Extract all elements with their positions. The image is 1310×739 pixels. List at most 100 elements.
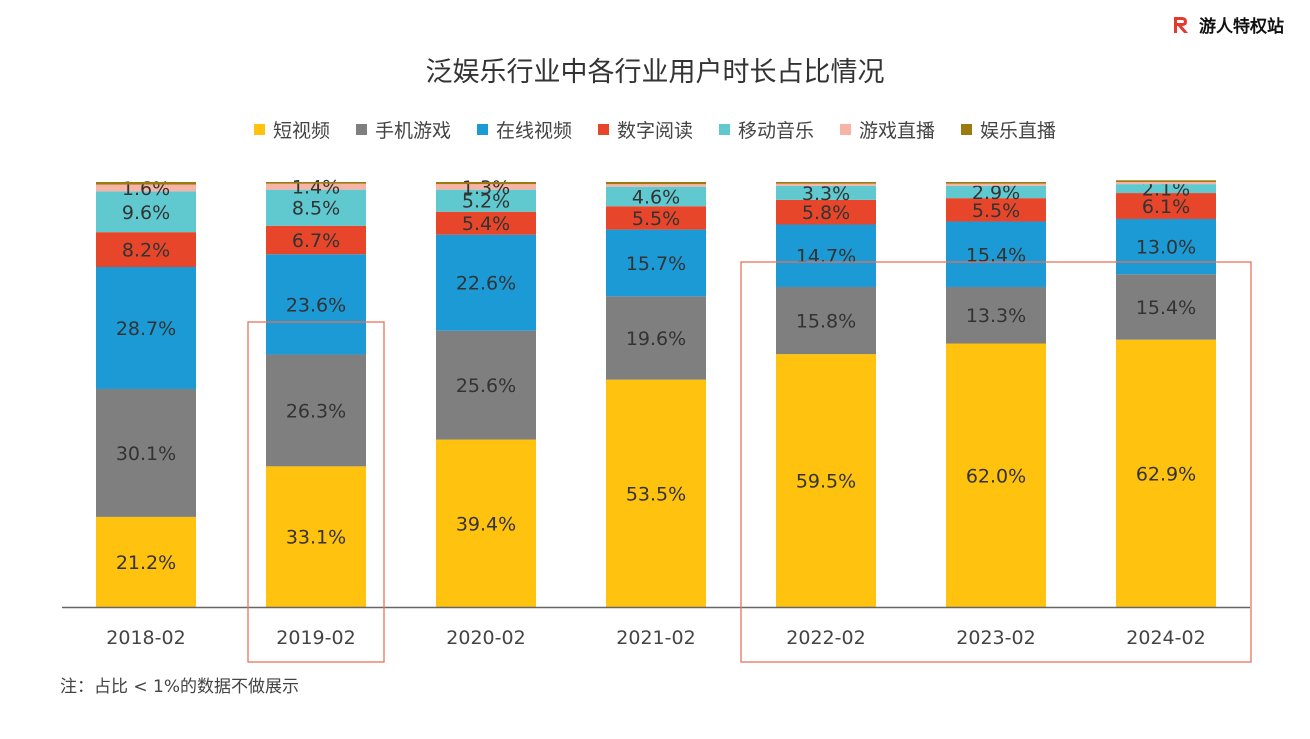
data-label: 15.8% — [796, 311, 856, 333]
legend-item: 游戏直播 — [840, 116, 935, 143]
bar-segment — [776, 199, 876, 225]
legend-swatch — [719, 124, 730, 135]
data-label: 15.4% — [966, 244, 1026, 266]
bar-segment — [96, 388, 196, 517]
bar-segment — [266, 225, 366, 255]
bar-segment — [606, 229, 706, 297]
legend-label: 在线视频 — [495, 120, 572, 142]
legend-item: 数字阅读 — [597, 116, 693, 143]
bar-segment — [946, 183, 1046, 186]
bar-segment — [266, 466, 366, 607]
bar-segment — [266, 354, 366, 467]
bar-segment — [1116, 193, 1216, 219]
bar-segment — [1116, 218, 1216, 275]
bar-segment — [96, 267, 196, 389]
data-label: 13.3% — [966, 305, 1026, 327]
data-label: 25.6% — [456, 375, 516, 397]
data-label: 13.0% — [1136, 237, 1196, 259]
bar-segment — [946, 182, 1046, 184]
data-label: 15.7% — [626, 253, 686, 275]
legend-label: 手机游戏 — [374, 120, 451, 142]
legend-item: 在线视频 — [476, 116, 572, 143]
bar-segment — [436, 234, 536, 331]
bar-segment — [776, 182, 876, 184]
bar-segment — [1116, 184, 1216, 194]
data-label: 8.2% — [122, 240, 170, 262]
bar-segment — [776, 224, 876, 287]
legend-swatch — [840, 124, 852, 135]
bar-segment — [606, 379, 706, 607]
bar-segment — [266, 182, 366, 184]
bar-segment — [96, 516, 196, 607]
bar-segment — [436, 330, 536, 440]
bar-segment — [606, 186, 706, 207]
data-label: 3.3% — [802, 183, 850, 205]
bar-segment — [606, 296, 706, 380]
data-label: 22.6% — [456, 273, 516, 295]
data-label: 6.1% — [1142, 196, 1190, 218]
highlight-box — [740, 261, 1252, 663]
data-label: 19.6% — [626, 328, 686, 350]
data-label: 14.7% — [796, 246, 856, 268]
legend: 短视频 手机游戏 在线视频 数字阅读 移动音乐 游戏直播 娱乐直播 — [0, 116, 1310, 143]
bar-segment — [96, 184, 196, 192]
bar-segment — [1116, 182, 1216, 185]
chart-title: 泛娱乐行业中各行业用户时长占比情况 — [425, 57, 885, 88]
bar-segment — [436, 184, 536, 190]
brand-name: 游人特权站 — [1199, 17, 1284, 37]
data-label: 62.0% — [966, 465, 1026, 487]
bar-segment — [776, 354, 876, 607]
chart-note: 注：占比 < 1%的数据不做展示 — [60, 677, 300, 697]
data-label: 5.5% — [972, 200, 1020, 222]
r-logo-icon — [1174, 16, 1188, 33]
data-label: 6.7% — [292, 230, 340, 252]
bar-segment — [436, 439, 536, 607]
legend-label: 数字阅读 — [616, 120, 693, 142]
legend-item: 手机游戏 — [355, 116, 451, 143]
data-label: 59.5% — [796, 471, 856, 493]
bar-segment — [776, 185, 876, 200]
data-label: 5.5% — [632, 208, 680, 230]
bar-segment — [436, 189, 536, 212]
bar-segment — [946, 343, 1046, 607]
bar-segment — [266, 189, 366, 226]
legend-item: 移动音乐 — [719, 116, 814, 143]
data-label: 30.1% — [116, 443, 176, 465]
data-label: 39.4% — [456, 513, 516, 535]
legend-label: 游戏直播 — [859, 120, 936, 142]
bar-segment — [96, 182, 196, 185]
data-label: 26.3% — [286, 400, 346, 422]
bar-segment — [946, 286, 1046, 344]
brand: 游人特权站 — [1171, 12, 1284, 37]
data-label: 62.9% — [1136, 463, 1196, 485]
legend-swatch — [597, 124, 609, 135]
bar-segment — [436, 211, 536, 235]
bar-segment — [946, 221, 1046, 287]
bar-segment — [96, 232, 196, 267]
data-label: 1.4% — [292, 177, 340, 199]
data-label: 21.2% — [116, 552, 176, 574]
bar-segment — [1116, 274, 1216, 340]
legend-label: 移动音乐 — [738, 120, 815, 142]
x-tick-label: 2022-02 — [786, 627, 865, 649]
bar-segment — [436, 182, 536, 185]
x-tick-label: 2020-02 — [446, 627, 525, 649]
data-label: 53.5% — [626, 483, 686, 505]
bar-segment — [946, 185, 1046, 199]
data-label: 1.3% — [462, 177, 510, 199]
legend-label: 短视频 — [272, 120, 330, 142]
legend-swatch — [476, 124, 488, 135]
legend-swatch — [253, 124, 265, 135]
bar-segment — [1116, 339, 1216, 607]
data-label: 33.1% — [286, 527, 346, 549]
data-label: 9.6% — [122, 202, 170, 224]
x-tick-label: 2019-02 — [276, 627, 355, 649]
data-label: 5.2% — [462, 191, 510, 213]
legend-item: 娱乐直播 — [961, 116, 1056, 143]
data-label: 5.4% — [462, 213, 510, 235]
bar-segment — [1116, 180, 1216, 182]
data-label: 23.6% — [286, 294, 346, 316]
data-label: 8.5% — [292, 198, 340, 220]
bar-segment — [96, 191, 196, 233]
